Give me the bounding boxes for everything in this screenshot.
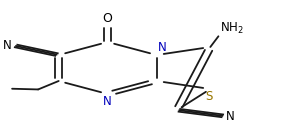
Text: S: S	[205, 90, 213, 103]
Text: NH$_2$: NH$_2$	[220, 21, 244, 36]
Text: N: N	[226, 110, 235, 123]
Text: O: O	[103, 12, 112, 25]
Text: N: N	[158, 41, 167, 54]
Text: N: N	[103, 95, 112, 108]
Text: N: N	[3, 39, 12, 52]
